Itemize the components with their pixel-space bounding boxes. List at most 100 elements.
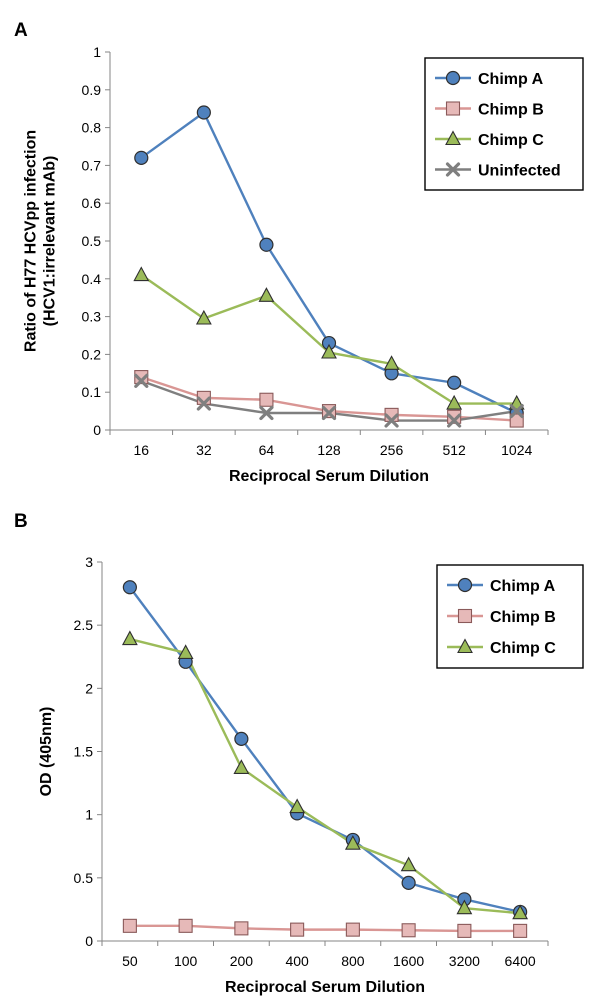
- legend-label: Chimp B: [478, 102, 544, 119]
- data-point: [134, 373, 149, 388]
- data-point: [447, 413, 462, 428]
- legend-marker: [445, 130, 461, 146]
- legend-item: Chimp C: [447, 638, 556, 657]
- data-point: [447, 409, 462, 424]
- chart-panel-b: B 0 0.5 1 1.5 2 2.5 3 50 100 200 400 800 1600 3200 6400…: [14, 511, 584, 996]
- legend-marker: [445, 101, 461, 116]
- y-tick-label: 0.7: [82, 157, 102, 173]
- data-point: [259, 237, 274, 252]
- legend-label: Chimp C: [490, 640, 556, 657]
- data-point: [133, 266, 150, 282]
- x-tick-label: 16: [133, 442, 149, 458]
- y-tick-label: 0: [85, 933, 93, 949]
- y-tick-label: 0.1: [82, 384, 102, 400]
- x-tick-label: 1600: [393, 953, 424, 969]
- y-tick-label: 0.2: [82, 346, 102, 362]
- data-point: [345, 922, 360, 937]
- legend-item: Chimp C: [435, 130, 544, 149]
- y-tick-label: 0.4: [82, 271, 102, 287]
- panel-label: A: [14, 20, 28, 41]
- y-tick-label: 2.5: [74, 617, 94, 633]
- x-tick-label: 32: [196, 442, 212, 458]
- x-tick-label: 6400: [505, 953, 536, 969]
- series-points-uninfected: [134, 373, 524, 428]
- x-axis-title: Reciprocal Serum Dilution: [229, 468, 429, 485]
- y-tick-label: 1: [93, 44, 101, 60]
- x-tick-label: 3200: [449, 953, 480, 969]
- legend-marker: [445, 70, 461, 86]
- data-point: [401, 923, 416, 938]
- legend: Chimp A Chimp B Chimp C Uninfected: [424, 57, 584, 191]
- legend-item: Chimp A: [435, 70, 544, 88]
- series-line-chimp-b: [129, 924, 521, 933]
- data-point: [134, 370, 149, 385]
- legend-item: Uninfected: [435, 162, 561, 180]
- legend-item: Chimp A: [447, 577, 556, 595]
- data-point: [384, 413, 399, 428]
- y-axis-title: (HCV1:irrelevant mAb): [42, 156, 59, 327]
- legend-item: Chimp B: [447, 608, 556, 626]
- series-points-chimp-b: [122, 918, 528, 938]
- x-tick-label: 512: [442, 442, 466, 458]
- data-point: [121, 630, 138, 646]
- data-point: [513, 923, 528, 938]
- y-tick-label: 0.8: [82, 120, 102, 136]
- legend-item: Chimp B: [435, 101, 544, 119]
- y-tick-label: 2: [85, 680, 93, 696]
- y-tick-label: 0.6: [82, 195, 102, 211]
- x-tick-label: 800: [341, 953, 365, 969]
- data-point: [234, 921, 249, 936]
- y-axis-title: OD (405nm): [38, 707, 55, 797]
- data-point: [177, 644, 194, 660]
- y-tick-label: 3: [85, 554, 93, 570]
- y-tick-label: 0.3: [82, 309, 102, 325]
- x-tick-label: 128: [317, 442, 341, 458]
- y-tick-label: 0.9: [82, 82, 102, 98]
- y-tick-label: 1: [85, 807, 93, 823]
- data-point: [196, 105, 211, 120]
- data-point: [447, 375, 462, 390]
- y-axis-title: Ratio of H77 HCVpp infection: [23, 130, 40, 352]
- x-tick-label: 64: [259, 442, 275, 458]
- data-point: [509, 413, 524, 428]
- y-tick-label: 1.5: [74, 744, 94, 760]
- data-point: [259, 405, 274, 421]
- series-line-chimp-c: [129, 637, 521, 915]
- data-point: [321, 405, 337, 421]
- legend-label: Chimp A: [490, 578, 556, 595]
- data-point: [401, 875, 416, 890]
- data-point: [400, 856, 417, 872]
- data-point: [178, 918, 193, 933]
- data-point: [383, 355, 400, 370]
- data-point: [258, 287, 275, 302]
- legend-marker: [457, 608, 473, 624]
- legend-label: Chimp A: [478, 71, 544, 88]
- data-point: [446, 394, 463, 410]
- data-point: [196, 396, 211, 411]
- data-point: [512, 904, 529, 920]
- x-tick-label: 50: [122, 953, 138, 969]
- panel-label: B: [14, 511, 28, 532]
- x-tick-label: 1024: [501, 442, 532, 458]
- data-point: [134, 150, 149, 165]
- legend-marker: [457, 577, 473, 593]
- data-point: [290, 922, 305, 937]
- legend-marker: [445, 162, 461, 177]
- y-tick-label: 0.5: [82, 233, 102, 249]
- x-tick-label: 100: [174, 953, 198, 969]
- data-point: [289, 798, 306, 814]
- data-point: [122, 580, 137, 595]
- chart-panel-a: A 0 0.1 0.2 0.3 0.4 0.5 0.6 0.7 0.8 0.9 1 16 32 64 128 2…: [14, 20, 584, 485]
- x-tick-label: 400: [285, 953, 309, 969]
- data-point: [122, 918, 137, 933]
- y-tick-label: 0.5: [74, 870, 94, 886]
- legend-label: Uninfected: [478, 163, 561, 180]
- data-point: [259, 392, 274, 407]
- data-point: [457, 923, 472, 938]
- data-point: [509, 404, 524, 419]
- data-point: [233, 759, 250, 774]
- series-points-chimp-c: [121, 630, 529, 920]
- legend-label: Chimp C: [478, 132, 544, 149]
- series-points-chimp-a: [134, 105, 524, 421]
